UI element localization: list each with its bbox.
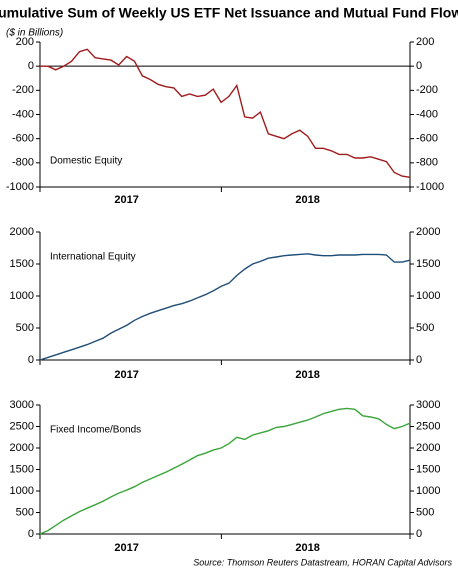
source: Source: Thomson Reuters Datastream, HORA… <box>193 557 452 567</box>
line <box>40 48 411 178</box>
y2-tick-label: 2500 <box>416 420 440 432</box>
y-tick-label: -400 <box>12 108 34 120</box>
y-tick-label: 2000 <box>10 226 34 238</box>
y-tick-label: -1000 <box>6 181 34 193</box>
y2-tick-label: 0 <box>416 60 422 72</box>
y2-tick-label: -1000 <box>416 181 444 193</box>
y-tick-label: 0 <box>28 528 34 540</box>
y-tick-label: 2500 <box>10 420 34 432</box>
y-tick-label: 1000 <box>10 485 34 497</box>
line <box>39 253 411 361</box>
y2-tick-label: 1500 <box>416 258 440 270</box>
y-tick-label: -600 <box>12 133 34 145</box>
y2-tick-label: -600 <box>416 133 438 145</box>
y2-tick-label: 2000 <box>416 442 440 454</box>
y-axis-note: ($ in Billions) <box>6 28 63 39</box>
panel-label: Fixed Income/Bonds <box>50 425 141 436</box>
y-tick-label: 200 <box>16 36 34 48</box>
y2-tick-label: 2000 <box>416 226 440 238</box>
y-tick-label: 3000 <box>10 399 34 411</box>
y2-tick-label: 500 <box>416 506 434 518</box>
y-tick-label: -800 <box>12 157 34 169</box>
y2-tick-label: 1000 <box>416 290 440 302</box>
y-tick-label: 1500 <box>10 463 34 475</box>
y-tick-label: 2000 <box>10 442 34 454</box>
y-tick-label: 1500 <box>10 258 34 270</box>
y2-tick-label: 1000 <box>416 485 440 497</box>
y2-tick-label: 200 <box>416 36 434 48</box>
x-tick-label: 2017 <box>114 194 138 206</box>
y2-tick-label: 1500 <box>416 463 440 475</box>
y-tick-label: 500 <box>16 322 34 334</box>
x-tick-label: 2017 <box>114 542 138 554</box>
x-tick-label: 2018 <box>295 194 319 206</box>
panel-label: Domestic Equity <box>50 156 122 167</box>
y-tick-label: 1000 <box>10 290 34 302</box>
x-tick-label: 2017 <box>114 369 138 381</box>
y2-tick-label: -400 <box>416 108 438 120</box>
y-tick-label: 500 <box>16 506 34 518</box>
y2-tick-label: -200 <box>416 84 438 96</box>
y2-tick-label: 0 <box>416 354 422 366</box>
panel-label: International Equity <box>50 252 136 263</box>
chart-title: Cumulative Sum of Weekly US ETF Net Issu… <box>0 5 458 21</box>
y2-tick-label: 0 <box>416 528 422 540</box>
y2-tick-label: 500 <box>416 322 434 334</box>
y-tick-label: 0 <box>28 60 34 72</box>
line <box>39 407 411 535</box>
y-tick-label: -200 <box>12 84 34 96</box>
x-tick-label: 2018 <box>295 542 319 554</box>
y-tick-label: 0 <box>28 354 34 366</box>
x-tick-label: 2018 <box>295 369 319 381</box>
y2-tick-label: 3000 <box>416 399 440 411</box>
y2-tick-label: -800 <box>416 157 438 169</box>
